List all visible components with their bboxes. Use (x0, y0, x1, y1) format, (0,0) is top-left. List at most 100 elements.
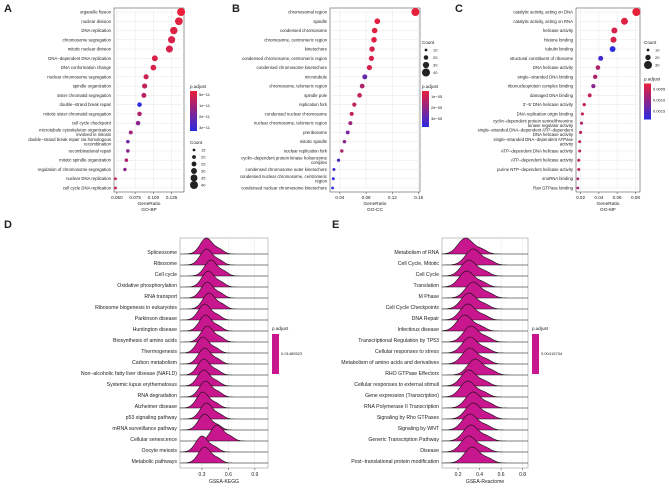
data-point (336, 158, 341, 162)
legend-color-tick: 2e−11 (199, 114, 211, 119)
y-tick-label: spindle pole (304, 93, 328, 98)
data-point (165, 45, 173, 53)
ridge-density (441, 424, 528, 442)
y-tick-label: double−strand break repair via homologou… (28, 137, 111, 142)
data-point (137, 111, 142, 117)
y-tick-label: purine NTP−dependent helicase activity (497, 167, 574, 172)
y-tick-label: catalytic activity, acting on RNA (513, 19, 573, 24)
data-point (177, 8, 186, 16)
y-tick-label: kinase regulator activity (528, 123, 574, 128)
y-tick-label: Cell Cycle (416, 272, 439, 278)
y-tick-label: Metabolic pathways (131, 459, 177, 465)
legend-size-dot (424, 48, 428, 52)
y-tick-label: RNA Polymerase II Transcription (364, 404, 439, 410)
x-tick-label: 0.12 (388, 195, 397, 200)
y-tick-label: condensed chromosome kinetochore (257, 65, 328, 70)
legend-color-tick: 0.01489523 (281, 351, 303, 356)
data-point (349, 111, 354, 116)
data-point (582, 102, 586, 107)
ridge-density (179, 369, 268, 387)
data-point (126, 139, 130, 144)
panel-d-ridgeplot: D Spliceosome Ribosome Cell cycle Oxidative … (4, 219, 303, 485)
legend-size-dot (191, 161, 197, 167)
ridge-density (441, 380, 528, 398)
data-point (142, 83, 148, 89)
ridge-density (179, 314, 268, 332)
legend-size-title: Count (190, 140, 203, 145)
ridge-density (441, 347, 528, 365)
y-tick-label: p53 signaling pathway (126, 415, 178, 421)
y-tick-label: Ribosome (154, 261, 177, 267)
x-tick-label: 0.06 (613, 195, 622, 200)
y-tick-label: condensed nuclear chromosome, centromeri… (240, 174, 328, 179)
y-tick-label: condensed chromosome (280, 28, 328, 33)
data-point (331, 186, 335, 190)
legend-size-dot (646, 48, 650, 52)
ridge-density (441, 270, 528, 288)
plot-area (575, 7, 641, 193)
data-point (369, 46, 375, 52)
y-tick-label: chromosomal region (288, 10, 328, 15)
y-tick-label: Ran GTPase binding (533, 186, 573, 191)
data-point (342, 139, 347, 144)
y-tick-label: Transcriptional Regulation by TP53 (358, 338, 439, 344)
y-tick-label: RNA transport (144, 294, 177, 300)
panel-label: D (4, 219, 12, 231)
y-tick-label: Non−alcoholic fatty liver disease (NAFLD… (81, 371, 177, 377)
legend-size-title: Count (422, 40, 435, 45)
x-tick-label: 0.050 (111, 195, 123, 200)
y-tick-label: regulation of chromosome segregation (38, 167, 112, 172)
y-tick-label: Cell Cycle, Mitotic (398, 261, 440, 267)
y-tick-label: Parkinson disease (135, 316, 178, 322)
legend-color-tick: 0.0005 (653, 87, 666, 92)
ridge-density (441, 413, 528, 431)
data-point (114, 177, 117, 181)
ridge-density (180, 248, 268, 266)
y-tick-label: structural constituent of ribosome (510, 56, 574, 61)
x-tick-label: 0.125 (166, 195, 178, 200)
y-tick-label: mRNA surveillance pathway (112, 426, 177, 432)
y-tick-label: preribosome (303, 130, 327, 135)
data-point (374, 18, 381, 25)
data-point (123, 167, 127, 172)
data-point (592, 74, 598, 80)
data-point (610, 36, 617, 43)
legend-size-tick: 20 (433, 55, 438, 60)
x-tick-label: 0.08 (362, 195, 371, 200)
legend-color-tick: 1e−11 (199, 103, 211, 108)
panel-subtitle: GO-MF (600, 207, 616, 213)
y-tick-label: spindle organization (73, 84, 112, 89)
ridge-density (180, 259, 268, 277)
x-tick-label: 0.08 (631, 195, 640, 200)
ridge-density (180, 424, 268, 442)
plot-area (329, 7, 421, 193)
legend-size-dot (190, 174, 198, 182)
plot-area (113, 7, 185, 193)
y-tick-label: activity (560, 141, 574, 146)
y-tick-label: DNA helicase activity (533, 65, 574, 70)
y-tick-label: chromosome, centromeric region (264, 37, 327, 42)
y-tick-label: chromosome segregation (63, 37, 112, 42)
y-tick-label: involved in mitosis (76, 132, 111, 137)
y-tick-label: cyclin−dependent protein kinase holoenzy… (241, 156, 327, 161)
ridge-density (441, 325, 528, 343)
y-tick-label: RHO GTPase Effectors (385, 371, 439, 377)
x-axis-label: GeneRatio (138, 201, 161, 207)
legend-size-tick: 10 (433, 48, 438, 53)
y-tick-label: condensed chromosome, centromeric region (242, 56, 328, 61)
data-point (126, 149, 130, 153)
data-point (345, 130, 350, 135)
data-point (371, 27, 378, 34)
y-tick-label: ribonucleoprotein complex binding (508, 84, 574, 89)
data-point (580, 112, 584, 116)
data-point (576, 177, 580, 181)
y-tick-label: replication fork (299, 102, 328, 107)
legend-color-tick: 0.0015 (653, 109, 666, 114)
data-point (332, 167, 336, 171)
y-tick-label: nuclear DNA replication (66, 176, 112, 181)
data-point (578, 130, 583, 135)
ridge-density (441, 237, 528, 255)
data-point (609, 46, 616, 52)
y-tick-label: mitotic nuclear division (68, 47, 112, 52)
y-tick-label: complex (311, 160, 328, 165)
